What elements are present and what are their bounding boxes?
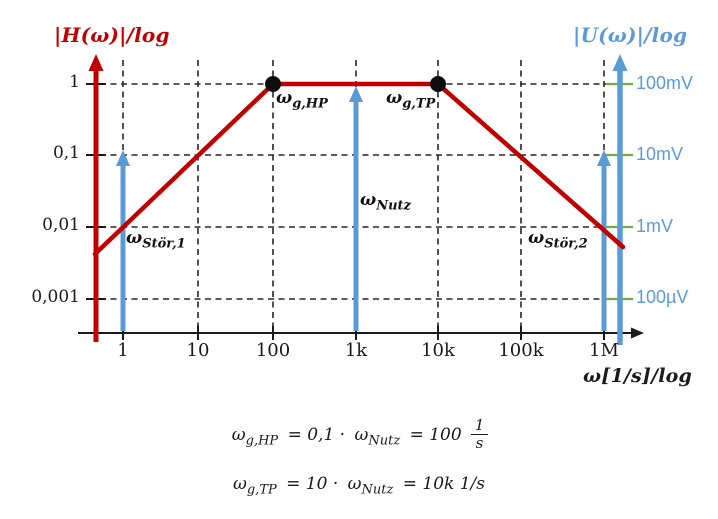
subscript: g,TP xyxy=(402,96,436,112)
eq2-rhs: = 10k 1/s xyxy=(397,474,485,494)
x-tick-label-100k: 100k xyxy=(498,340,544,361)
omega-symbol: ω xyxy=(528,228,545,248)
eq1-rhs: = 100 xyxy=(404,424,462,445)
x-tick-label-100: 100 xyxy=(255,340,291,361)
left-tick-label-0-01: 0,01 xyxy=(42,215,80,235)
left-tick-label-1: 1 xyxy=(69,72,80,92)
corner-point-hp xyxy=(265,76,281,92)
x-tick-label-1: 1 xyxy=(117,340,129,361)
right-tick-label-100mV: 100mV xyxy=(636,73,694,93)
right-axis-title: |U(ω)|/log xyxy=(573,23,688,47)
right-tick-label-100uV: 100µV xyxy=(636,287,689,307)
eq2-omega-nutz: ωNutz xyxy=(347,474,394,498)
x-tick-label-10: 10 xyxy=(186,340,210,361)
label-omega-g-hp: ωg,HP xyxy=(276,88,328,112)
left-tick-label-0-1: 0,1 xyxy=(52,143,80,163)
x-axis-title: ω[1/s]/log xyxy=(583,365,693,387)
x-tick-label-1M: 1M xyxy=(589,340,619,361)
label-omega-g-tp: ωg,TP xyxy=(386,88,436,112)
x-tick-label-1k: 1k xyxy=(344,340,368,361)
corner-point-tp xyxy=(430,76,446,92)
eq1-omega-nutz: ωNutz xyxy=(354,424,401,449)
equation-corner-frequency-tp: ωg,TP = 10 · ωNutz = 10k 1/s xyxy=(0,474,718,498)
bandpass-response-curve xyxy=(92,81,626,257)
right-tick-label-10mV: 10mV xyxy=(636,144,684,164)
signal-arrows xyxy=(116,86,611,331)
label-omega-stoer-1: ωStör,1 xyxy=(126,228,186,252)
h-axis-arrowhead xyxy=(88,54,104,71)
right-tick-label-1mV: 1mV xyxy=(636,216,674,236)
label-omega-stoer-2: ωStör,2 xyxy=(528,228,588,252)
u-axis-arrowhead xyxy=(612,54,628,71)
left-tick-label-0-001: 0,001 xyxy=(31,287,80,307)
stoer2-arrowhead xyxy=(597,150,611,166)
equation-corner-frequency-hp: ωg,HP = 0,1 · ωNutz = 100 1 s xyxy=(0,416,718,453)
eq2-lhs: ωg,TP xyxy=(232,474,277,498)
omega-symbol: ω xyxy=(360,190,377,210)
left-axis-title: |H(ω)|/log xyxy=(54,23,170,47)
omega-symbol: ω xyxy=(276,88,293,108)
x-tick-label-10k: 10k xyxy=(421,340,455,361)
nutz-arrowhead xyxy=(349,86,363,102)
x-axis-arrowhead xyxy=(631,327,644,339)
subscript: Stör,1 xyxy=(142,236,186,252)
eq2-mid: = 10 · xyxy=(280,474,344,494)
stoer1-arrowhead xyxy=(116,150,130,166)
subscript: g,HP xyxy=(292,96,328,112)
omega-symbol: ω xyxy=(386,88,403,108)
label-omega-nutz: ωNutz xyxy=(360,190,411,214)
eq1-mid: = 0,1 · xyxy=(282,424,351,445)
eq1-lhs: ωg,HP xyxy=(231,424,279,449)
subscript: Nutz xyxy=(376,198,411,214)
omega-symbol: ω xyxy=(126,228,143,248)
subscript: Stör,2 xyxy=(544,236,588,252)
